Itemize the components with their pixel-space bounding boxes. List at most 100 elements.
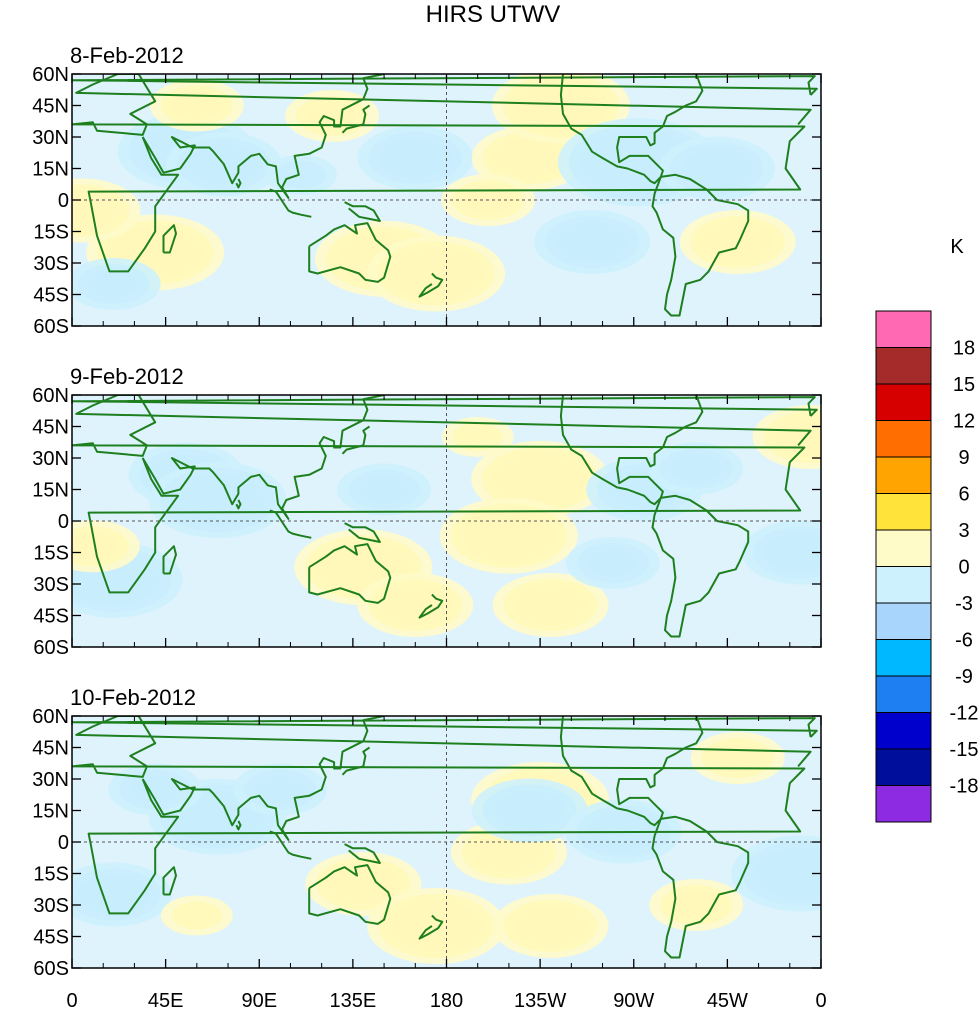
y-tick-label: 60S xyxy=(33,637,69,659)
colorbar-box xyxy=(875,310,932,348)
x-tick-label: 0 xyxy=(66,990,77,1012)
colorbar-label: 0 xyxy=(958,557,969,579)
colorbar-label: -18 xyxy=(950,776,979,798)
anomaly-blob xyxy=(439,497,578,574)
x-tick-label: 90E xyxy=(241,990,277,1012)
y-tick-label: 0 xyxy=(58,832,69,854)
y-tick-label: 45S xyxy=(33,606,69,628)
colorbar: K 18 15 12 9 6 3 0 -3 -6 -9 -12 -15 -18 xyxy=(875,236,979,823)
x-tick-label: 180 xyxy=(430,990,463,1012)
anomaly-blob xyxy=(160,895,233,936)
y-tick-label: 60N xyxy=(32,385,69,407)
x-tick-label: 45E xyxy=(148,990,184,1012)
x-tick-label: 90W xyxy=(613,990,654,1012)
x-axis-labels: 0 45E 90E 135E 180 135W 90W 45W 0 xyxy=(66,990,826,1012)
y-tick-label: 15N xyxy=(32,159,69,181)
anomaly-blob xyxy=(367,235,506,312)
panel-date-label: 9-Feb-2012 xyxy=(70,364,184,389)
y-tick-label: 15S xyxy=(33,222,69,244)
colorbar-box xyxy=(875,712,932,750)
colorbar-labels: 18 15 12 9 6 3 0 -3 -6 -9 -12 -15 -18 xyxy=(950,338,979,798)
colorbar-box xyxy=(875,383,932,421)
y-tick-label: 30S xyxy=(33,895,69,917)
y-tick-label: 45N xyxy=(32,96,69,118)
y-tick-label: 30S xyxy=(33,574,69,596)
anomaly-blob xyxy=(337,463,432,516)
anomaly-blob xyxy=(690,732,785,784)
y-tick-label: 45S xyxy=(33,285,69,307)
anomaly-blob xyxy=(492,573,609,637)
y-tick-label: 30N xyxy=(32,127,69,149)
anomaly-blob xyxy=(264,154,337,195)
colorbar-box xyxy=(875,566,932,604)
colorbar-label: -3 xyxy=(955,593,973,615)
x-tick-label: 45W xyxy=(707,990,748,1012)
anomaly-blob xyxy=(534,210,651,274)
coastlines xyxy=(72,395,818,638)
colorbar-box xyxy=(875,675,932,713)
x-tick-label: 135W xyxy=(514,990,566,1012)
y-tick-label: 0 xyxy=(58,190,69,212)
tick-marks xyxy=(71,73,822,327)
anomaly-blob xyxy=(471,778,588,843)
y-tick-label: 15S xyxy=(33,864,69,886)
anomaly-blob xyxy=(72,178,141,243)
y-tick-label: 15N xyxy=(32,801,69,823)
anomaly-blob xyxy=(148,462,287,538)
anomaly-blob xyxy=(471,441,610,517)
chart-title: HIRS UTWV xyxy=(426,1,561,28)
anomaly-blob xyxy=(731,835,821,912)
map-panels: 8-Feb-2012 60N 45N 30N 15N 0 15S 30S 45S 60S 9-Feb… xyxy=(32,43,822,980)
coastlines xyxy=(72,716,818,959)
y-tick-label: 45N xyxy=(32,417,69,439)
colorbar-label: 15 xyxy=(953,374,975,396)
y-tick-label: 15S xyxy=(33,543,69,565)
y-tick-label: 60S xyxy=(33,316,69,338)
panel-date-label: 8-Feb-2012 xyxy=(70,43,184,68)
y-tick-label: 0 xyxy=(58,511,69,533)
colorbar-box xyxy=(875,347,932,385)
anomaly-blob xyxy=(492,894,609,958)
anomaly-blob xyxy=(357,573,474,637)
anomaly-blob xyxy=(233,763,328,816)
y-tick-label: 45N xyxy=(32,738,69,760)
colorbar-label: -9 xyxy=(955,666,973,688)
y-tick-label: 15N xyxy=(32,480,69,502)
colorbar-unit: K xyxy=(950,236,964,258)
colorbar-label: 12 xyxy=(953,411,975,433)
anomaly-blob xyxy=(367,888,506,964)
colorbar-label: -6 xyxy=(955,630,973,652)
tick-marks xyxy=(71,715,822,969)
panel-date-label: 10-Feb-2012 xyxy=(70,685,196,710)
y-tick-label: 30S xyxy=(33,253,69,275)
colorbar-box xyxy=(875,456,932,494)
anomaly-blob xyxy=(649,442,744,495)
colorbar-label: 18 xyxy=(953,338,975,360)
colorbar-box xyxy=(875,785,932,823)
coastlines xyxy=(72,74,818,317)
x-tick-label: 0 xyxy=(815,990,826,1012)
y-tick-label: 30N xyxy=(32,769,69,791)
colorbar-box xyxy=(875,748,932,786)
x-tick-label: 135E xyxy=(330,990,377,1012)
anomaly-blob xyxy=(357,126,474,190)
colorbar-box xyxy=(875,420,932,458)
anomaly-blob xyxy=(752,405,821,469)
colorbar-box xyxy=(875,602,932,640)
anomaly-blob xyxy=(658,136,775,201)
anomaly-blob xyxy=(742,520,821,585)
colorbar-box xyxy=(875,529,932,567)
y-tick-label: 60N xyxy=(32,706,69,728)
colorbar-label: 3 xyxy=(958,520,969,542)
colorbar-boxes xyxy=(875,310,932,823)
y-tick-label: 45S xyxy=(33,927,69,949)
colorbar-label: -15 xyxy=(950,739,979,761)
anomaly-blob xyxy=(565,537,660,589)
y-tick-label: 60S xyxy=(33,958,69,980)
colorbar-box xyxy=(875,493,932,531)
colorbar-label: -12 xyxy=(950,703,979,725)
colorbar-label: 6 xyxy=(958,484,969,506)
